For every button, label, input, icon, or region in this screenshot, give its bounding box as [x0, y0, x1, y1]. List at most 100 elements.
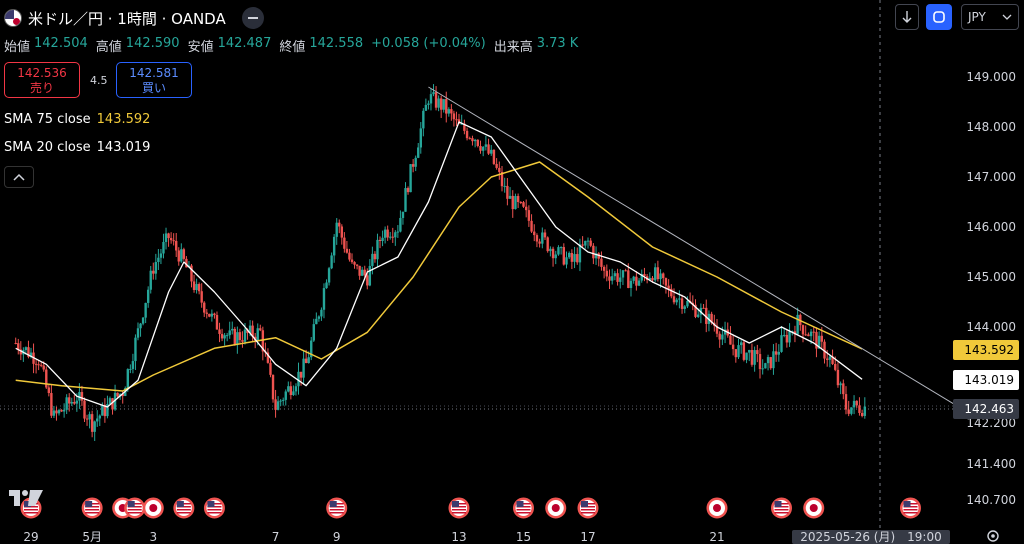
hide-icon[interactable] — [241, 7, 264, 29]
time-axis[interactable]: 29 5月 3 7 9 13 15 17 21 — [23, 530, 999, 543]
candle — [182, 247, 186, 261]
symbol-header[interactable]: 米ドル／円 · 1時間 · OANDA — [4, 7, 264, 29]
jp-event-flag-icon[interactable] — [142, 497, 164, 519]
candle — [524, 199, 528, 218]
scroll-to-latest-button[interactable] — [895, 4, 919, 30]
candle — [801, 324, 805, 343]
us-event-flag-icon[interactable] — [173, 497, 195, 519]
candle — [358, 265, 361, 280]
close-value: 142.558 — [309, 36, 364, 51]
candle — [465, 127, 469, 141]
sma20-legend[interactable]: SMA 20 close 143.019 — [4, 140, 150, 155]
candle — [141, 317, 145, 326]
y-tick-label: 141.400 — [966, 457, 1016, 471]
candle — [389, 231, 392, 240]
candle — [396, 225, 400, 238]
candle — [484, 135, 488, 151]
us-event-flag-icon[interactable] — [900, 497, 921, 519]
us-event-flag-icon[interactable] — [203, 497, 225, 519]
candle — [442, 99, 445, 113]
indicator-lines — [15, 86, 956, 408]
candle — [777, 344, 781, 362]
candle — [766, 354, 770, 371]
candle — [360, 266, 364, 277]
x-tick-label: 3 — [149, 530, 157, 543]
us-event-flag-icon[interactable] — [124, 497, 146, 519]
us-event-flag-icon[interactable] — [448, 497, 470, 519]
candle — [672, 288, 676, 305]
us-event-flag-icon[interactable] — [577, 497, 599, 519]
candle — [637, 278, 641, 287]
candle — [506, 178, 509, 206]
candle — [338, 219, 341, 234]
candle — [850, 407, 853, 416]
candle — [557, 245, 560, 256]
candle — [60, 409, 63, 412]
candle — [159, 248, 163, 265]
jp-event-flag-icon[interactable] — [706, 497, 728, 519]
candle — [422, 108, 425, 137]
candle — [294, 383, 298, 396]
candle — [62, 403, 66, 418]
candle — [761, 359, 764, 375]
buy-button[interactable]: 142.581 買い — [116, 62, 192, 98]
candle — [164, 227, 168, 250]
candle — [401, 211, 405, 225]
candle — [180, 243, 183, 263]
jp-event-flag-icon[interactable] — [803, 497, 825, 519]
candle — [261, 326, 265, 361]
ohlc-legend: 始値 142.504 高値 142.590 安値 142.487 終値 142.558 … — [4, 36, 582, 55]
candle — [210, 309, 214, 322]
candle — [812, 326, 815, 342]
candle — [169, 232, 173, 244]
candle — [602, 265, 606, 279]
candle — [447, 107, 451, 117]
candle — [297, 362, 300, 395]
candle — [93, 420, 96, 441]
chevron-down-icon — [1002, 14, 1012, 20]
candle — [279, 399, 282, 406]
candle — [85, 414, 89, 426]
candle — [282, 397, 285, 406]
candle — [17, 338, 20, 355]
candle — [624, 268, 627, 272]
candle — [414, 155, 417, 172]
sma20-label: SMA 20 close — [4, 140, 91, 155]
candle — [455, 111, 458, 127]
candle — [686, 296, 689, 309]
x-tick-label: 7 — [272, 530, 280, 543]
us-event-flag-icon[interactable] — [81, 497, 103, 519]
candle — [172, 233, 175, 246]
collapse-legend-button[interactable] — [4, 166, 34, 188]
economic-events[interactable] — [20, 497, 921, 519]
tradingview-logo-icon[interactable] — [8, 488, 44, 508]
candle — [785, 329, 789, 348]
candle — [144, 302, 147, 324]
settings-gear-icon[interactable] — [987, 530, 999, 542]
auto-scale-button[interactable] — [926, 4, 952, 30]
high-value: 142.590 — [125, 36, 180, 51]
jp-event-flag-icon[interactable] — [545, 497, 567, 519]
candle — [608, 269, 611, 290]
candle — [325, 279, 328, 289]
currency-select[interactable]: JPY — [961, 4, 1019, 30]
candle — [640, 269, 643, 283]
candle — [581, 236, 584, 248]
open-label: 始値 — [4, 40, 31, 55]
price-axis[interactable]: 149.000 148.000 147.000 146.000 145.000 144.0… — [966, 70, 1016, 507]
us-event-flag-icon[interactable] — [326, 497, 348, 519]
candle — [836, 362, 840, 388]
sma75-legend[interactable]: SMA 75 close 143.592 — [4, 112, 150, 127]
us-event-flag-icon[interactable] — [771, 497, 792, 519]
candle — [481, 146, 485, 157]
candle — [635, 271, 638, 291]
candle — [287, 381, 290, 393]
candle — [434, 86, 438, 111]
sell-button[interactable]: 142.536 売り — [4, 62, 80, 98]
us-event-flag-icon[interactable] — [513, 497, 534, 519]
candle — [57, 408, 61, 416]
sma75-line — [15, 161, 863, 392]
symbol-title[interactable]: 米ドル／円 · 1時間 · OANDA — [28, 9, 226, 28]
trend-line[interactable] — [428, 86, 956, 406]
